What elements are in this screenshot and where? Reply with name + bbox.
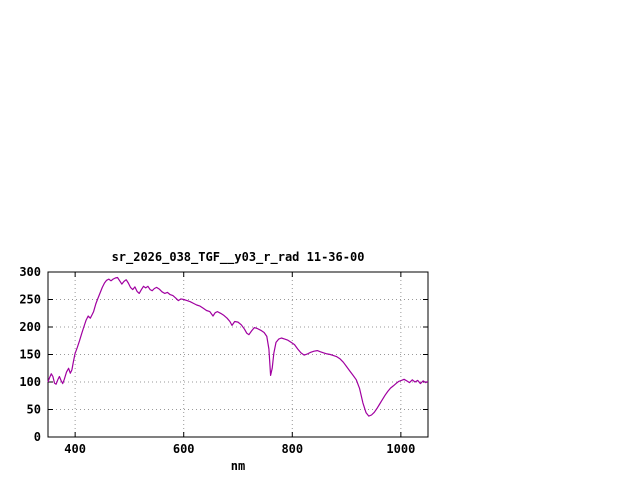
y-tick-label: 200 [19, 320, 41, 334]
x-tick-label: 1000 [386, 442, 415, 456]
chart-title: sr_2026_038_TGF__y03_r_rad 11-36-00 [111, 250, 365, 264]
data-line [47, 276, 429, 417]
x-tick-label: 400 [64, 442, 86, 456]
y-tick-label: 250 [19, 293, 41, 307]
y-tick-label: 300 [19, 265, 41, 279]
y-tick-label: 150 [19, 348, 41, 362]
y-tick-label: 0 [34, 430, 41, 444]
y-tick-label: 50 [27, 403, 41, 417]
y-tick-label: 100 [19, 375, 41, 389]
x-tick-label: 800 [281, 442, 303, 456]
x-axis-label: nm [230, 459, 246, 473]
x-tick-label: 600 [173, 442, 195, 456]
